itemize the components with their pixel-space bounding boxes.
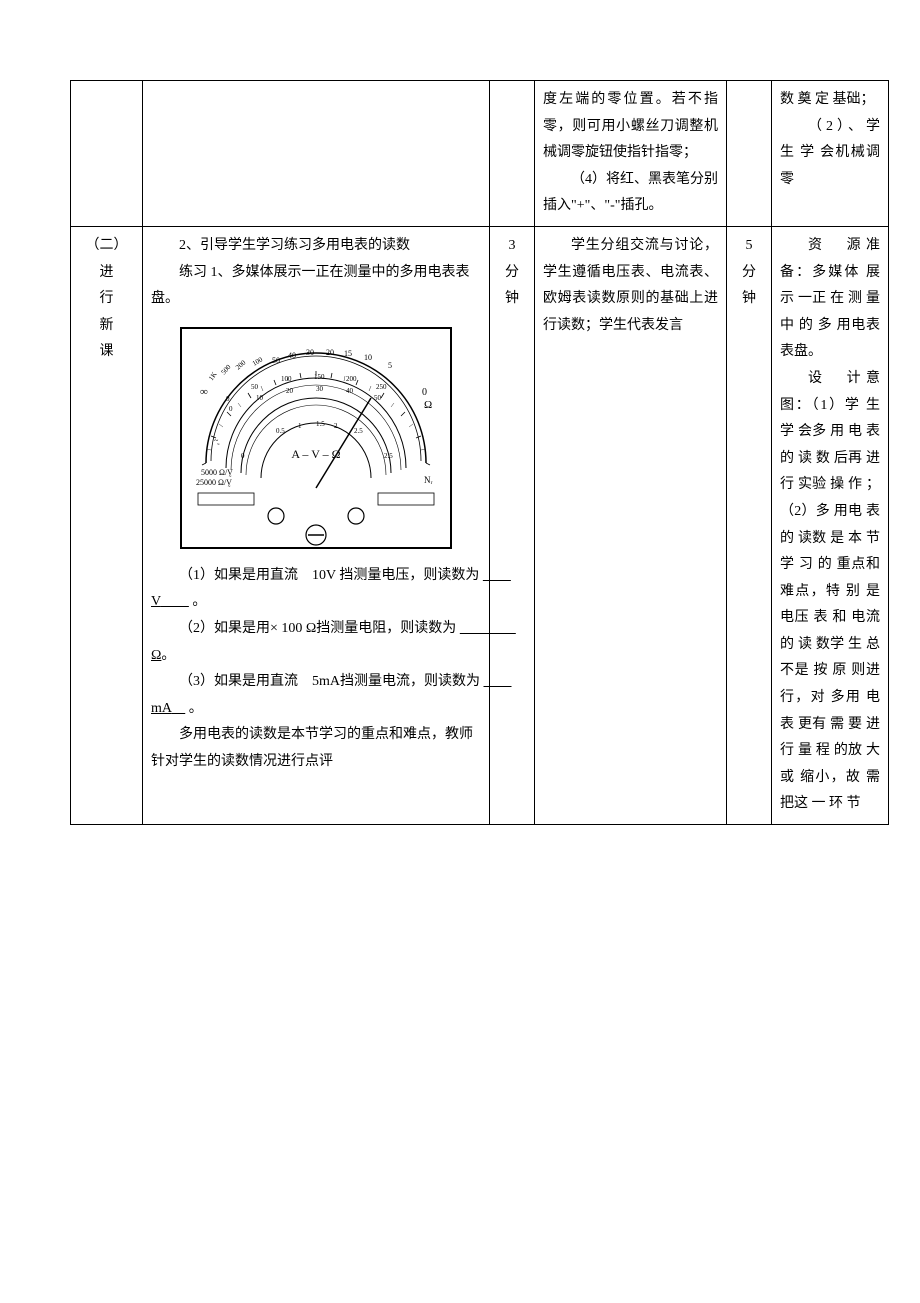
document-page: 度左端的零位置。若不指零，则可用小螺丝刀调整机械调零旋钮使指针指零； （4）将红… — [0, 0, 920, 865]
question-1: （1）如果是用直流 10V 挡测量电压，则读数为 V 。 — [151, 563, 481, 616]
scale-label: 100 — [281, 375, 292, 383]
question-3: （3）如果是用直流 5mA挡测量电流，则读数为 mA 。 — [151, 669, 481, 722]
scale-label: 10 — [364, 353, 372, 362]
scale-label: 40 — [346, 387, 354, 395]
text-block: 学生分组交流与讨论，学生遵循电压表、电流表、欧姆表读数原则的基础上进行读数；学生… — [543, 233, 718, 339]
scale-label: 2 — [334, 422, 338, 430]
cell-student-time — [727, 81, 772, 227]
text-block: （4）将红、黑表笔分别插入"+"、"-"插孔。 — [543, 167, 718, 220]
cell-teacher-activity: 2、引导学生学习练习多用电表的读数 练习 1、多媒体展示一正在测量中的多用电表表… — [143, 226, 490, 824]
scale-label: 30 — [316, 385, 324, 393]
scale-label: 30 — [306, 348, 314, 357]
ohm-per-volt-label: 25000 Ω/V̰ — [196, 478, 232, 487]
cell-design-intent: 资 源准备：多媒体 展 示 一正 在 测 量中 的 多 用电表表盘。 设 计意图… — [772, 226, 889, 824]
cell-student-time: 5分钟 — [727, 226, 772, 824]
time-value: 5分钟 — [742, 238, 756, 306]
question-2: （2）如果是用× 100 Ω挡测量电阻，则读数为 Ω。 — [151, 616, 481, 669]
infinity-label: ∞ — [200, 386, 208, 398]
cell-student-activity: 学生分组交流与讨论，学生遵循电压表、电流表、欧姆表读数原则的基础上进行读数；学生… — [535, 226, 727, 824]
scale-label: 5 — [388, 361, 392, 370]
text-block: 2、引导学生学习练习多用电表的读数 — [151, 233, 481, 260]
scale-label: 2.5 — [384, 452, 393, 460]
scale-label: 1 — [298, 422, 302, 430]
cell-design-intent: 数 奠 定 基础； （2）、学 生 学 会机械调零 — [772, 81, 889, 227]
scale-label: 1.5 — [316, 420, 325, 428]
ohm-per-volt-label: 5000 Ω/V̰ — [201, 468, 233, 477]
scale-label: 150 — [314, 373, 325, 381]
scale-label: 250 — [376, 383, 387, 391]
scale-label: 2.5 — [354, 427, 363, 435]
scale-label: 0 — [229, 405, 233, 413]
scale-label: 0 — [241, 452, 245, 460]
scale-label: 15 — [344, 349, 352, 358]
text-block: 资 源准备：多媒体 展 示 一正 在 测 量中 的 多 用电表表盘。 — [780, 233, 880, 366]
cell-teacher-time — [490, 81, 535, 227]
cell-section-label: （二）进行新课 — [71, 226, 143, 824]
text-block: 多用电表的读数是本节学习的重点和难点，教师针对学生的读数情况进行点评 — [151, 722, 481, 775]
scale-label: 50 — [251, 383, 259, 391]
text-block: （2）、学 生 学 会机械调零 — [780, 114, 880, 194]
time-value: 3分钟 — [505, 238, 519, 306]
text-block: 练习 1、多媒体展示一正在测量中的多用电表表盘。 — [151, 260, 481, 313]
cell-teacher-activity — [143, 81, 490, 227]
scale-label: 50 — [272, 356, 280, 365]
scale-label: 200 — [346, 375, 357, 383]
scale-label: 20 — [286, 387, 294, 395]
cell-section-label — [71, 81, 143, 227]
cell-student-activity: 度左端的零位置。若不指零，则可用小螺丝刀调整机械调零旋钮使指针指零； （4）将红… — [535, 81, 727, 227]
nr-label: Nᵣ — [424, 475, 433, 485]
center-label: A – V – Ω — [291, 447, 340, 461]
lesson-plan-table: 度左端的零位置。若不指零，则可用小螺丝刀调整机械调零旋钮使指针指零； （4）将红… — [70, 80, 889, 825]
scale-label: 40 — [288, 351, 296, 360]
section-title: （二）进行新课 — [86, 238, 128, 359]
table-row: （二）进行新课 2、引导学生学习练习多用电表的读数 练习 1、多媒体展示一正在测… — [71, 226, 889, 824]
text-block: 度左端的零位置。若不指零，则可用小螺丝刀调整机械调零旋钮使指针指零； — [543, 87, 718, 167]
text-block: 数 奠 定 基础； — [780, 87, 880, 114]
scale-label: 10 — [256, 394, 264, 402]
zero-label: 0 — [422, 387, 427, 398]
scale-label: 0 — [226, 395, 230, 403]
multimeter-dial-figure: 50 40 30 20 15 10 5 1K 500 200 100 0 50 … — [176, 323, 456, 553]
scale-label: 50 — [374, 394, 382, 402]
table-row: 度左端的零位置。若不指零，则可用小螺丝刀调整机械调零旋钮使指针指零； （4）将红… — [71, 81, 889, 227]
scale-label: 0.5 — [276, 427, 285, 435]
cell-teacher-time: 3分钟 — [490, 226, 535, 824]
text-block: 设 计意图：（1）学 生 学 会多 用 电 表的 读 数 后再 进 行 实验 操… — [780, 366, 880, 818]
omega-label: Ω — [424, 399, 432, 411]
scale-label: 20 — [326, 348, 334, 357]
